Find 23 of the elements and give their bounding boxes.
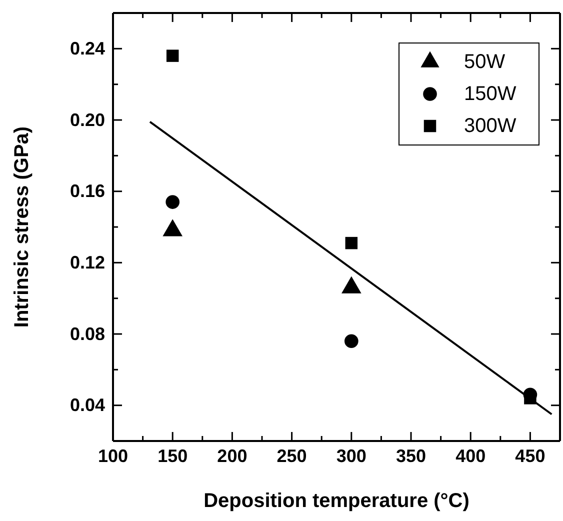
point	[345, 236, 358, 250]
y-axis-title: Intrinsic stress (GPa)	[11, 126, 33, 328]
y-tick-label: 0.20	[70, 110, 105, 130]
y-tick-label: 0.04	[70, 395, 105, 416]
x-tick-label: 200	[217, 446, 248, 466]
x-tick-label: 250	[276, 446, 307, 466]
x-tick-label: 100	[98, 446, 128, 466]
y-tick-label: 0.16	[70, 181, 105, 202]
x-tick-label: 300	[336, 446, 366, 466]
point	[166, 50, 179, 62]
y-tick-label: 0.12	[70, 252, 105, 272]
x-tick-label: 350	[396, 446, 426, 466]
x-tick-label: 400	[456, 446, 486, 466]
legend-label: 50W	[464, 51, 506, 73]
x-tick-label: 150	[158, 446, 188, 466]
x-axis-title: Deposition temperature (°C)	[204, 490, 470, 512]
point	[166, 195, 180, 209]
point	[344, 334, 358, 348]
y-tick-label: 0.24	[70, 38, 105, 58]
legend-label: 300W	[464, 115, 516, 137]
x-tick-label: 450	[515, 446, 546, 466]
y-tick-label: 0.08	[70, 324, 105, 344]
legend-label: 150W	[464, 83, 516, 105]
